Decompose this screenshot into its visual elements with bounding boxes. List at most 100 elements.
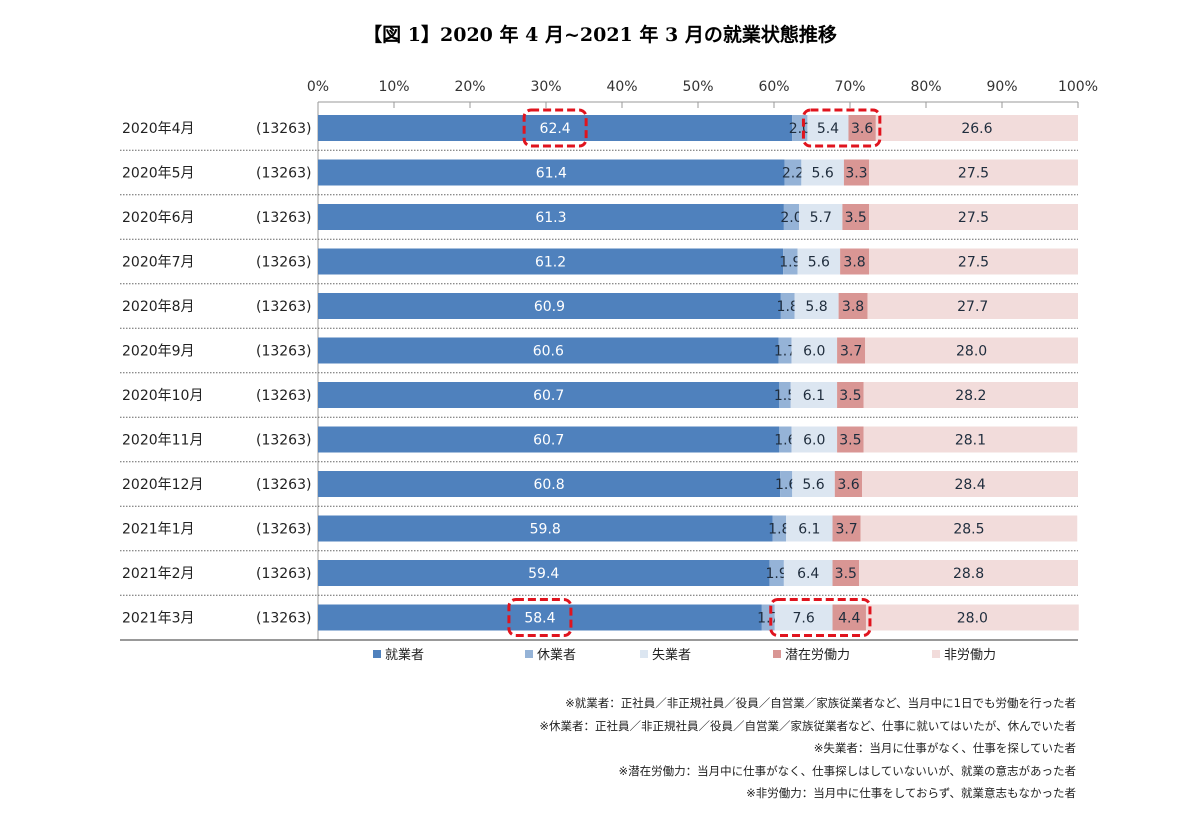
data-label: 28.5 — [953, 522, 984, 538]
data-label: 27.5 — [958, 166, 989, 182]
x-tick-label: 10% — [378, 79, 409, 95]
bar-segment — [799, 204, 843, 230]
bar-segment — [843, 159, 869, 186]
data-label: 28.1 — [955, 433, 986, 449]
bar-segment — [837, 426, 864, 453]
data-label: 3.7 — [840, 344, 862, 360]
category-label: 2020年8月 — [122, 299, 195, 315]
bar-segment — [769, 560, 784, 586]
bar-segment — [318, 115, 793, 141]
data-label: 58.4 — [524, 611, 555, 627]
data-label: 3.5 — [835, 566, 857, 582]
legend-label: 潜在労働力 — [785, 648, 850, 663]
data-label: 28.2 — [955, 388, 986, 404]
data-label: 1.7 — [774, 344, 796, 360]
data-label: 60.7 — [533, 388, 564, 404]
bar-segment — [780, 471, 793, 497]
legend-label: 就業者 — [385, 647, 424, 663]
data-label: 27.5 — [958, 210, 989, 226]
bar-segment — [869, 159, 1078, 186]
data-label: 7.6 — [793, 611, 815, 627]
bar-segment — [318, 382, 780, 408]
bar-segment — [837, 382, 864, 408]
bar-segment — [832, 515, 861, 542]
data-label: 60.8 — [533, 477, 564, 493]
footnote: ※潜在労働力：当月中に仕事がなく、仕事探しはしていないいが、就業の意志があった者 — [618, 763, 1076, 778]
data-label: 2.2 — [782, 166, 804, 182]
data-label: 61.3 — [535, 210, 566, 226]
bar-segment — [848, 115, 876, 141]
category-label: 2020年7月 — [122, 255, 195, 271]
bar-segment — [779, 426, 792, 453]
data-label: 27.7 — [957, 299, 988, 315]
category-label: 2021年1月 — [122, 522, 195, 538]
legend-label: 非労働力 — [944, 648, 996, 663]
data-label: 6.0 — [803, 433, 825, 449]
data-label: 6.4 — [797, 566, 819, 582]
bar-segment — [318, 560, 770, 586]
bar-segment — [772, 515, 787, 542]
footnote: ※失業者：当月に仕事がなく、仕事を探していた者 — [813, 741, 1076, 755]
bar-segment — [859, 560, 1078, 586]
bar-segment — [794, 293, 839, 319]
sample-size-label: (13263) — [256, 299, 311, 315]
data-label: 28.0 — [957, 611, 988, 627]
data-label: 3.5 — [839, 433, 861, 449]
data-label: 6.0 — [803, 344, 825, 360]
data-label: 1.8 — [768, 522, 790, 538]
category-label: 2021年3月 — [122, 611, 195, 627]
x-axis: 0% 10% 20% 30% 40% 50% 60% 70% 80% 90% 100% — [307, 79, 1098, 640]
x-tick-label: 80% — [910, 79, 941, 95]
bar-segment — [865, 604, 1079, 631]
category-label: 2020年4月 — [122, 121, 195, 137]
bar-segment — [834, 471, 863, 497]
data-label: 3.8 — [842, 299, 864, 315]
x-tick-label: 90% — [986, 79, 1017, 95]
sample-size-label: (13263) — [256, 477, 311, 493]
sample-size-label: (13263) — [256, 566, 311, 582]
bar-segment — [318, 515, 773, 542]
data-label: 1.9 — [766, 566, 788, 582]
data-label: 28.0 — [956, 344, 987, 360]
highlight-box — [507, 598, 573, 637]
data-label: 2.0 — [789, 121, 811, 137]
bar-segment — [801, 159, 844, 186]
data-label: 27.5 — [958, 255, 989, 271]
data-label: 5.6 — [812, 166, 834, 182]
data-label: 1.8 — [777, 299, 799, 315]
bar-segment — [865, 337, 1078, 364]
legend-label: 失業者 — [652, 647, 691, 663]
data-label: 5.6 — [808, 255, 830, 271]
highlight-box — [522, 108, 588, 148]
bar-segment — [778, 337, 792, 364]
x-tick-label: 100% — [1058, 79, 1098, 95]
category-label: 2020年12月 — [122, 477, 203, 493]
bar-segment — [869, 204, 1078, 230]
bar-segment — [318, 471, 781, 497]
data-label: 5.8 — [805, 299, 827, 315]
highlight-box — [801, 108, 882, 148]
bar-segment — [318, 426, 780, 453]
bar-segment — [807, 115, 849, 141]
data-label: 3.6 — [851, 121, 873, 137]
data-label: 1.6 — [775, 477, 797, 493]
bar-segment — [840, 248, 869, 275]
sample-size-label: (13263) — [256, 121, 311, 137]
legend-swatch — [773, 650, 781, 658]
sample-size-label: (13263) — [256, 166, 311, 182]
category-label: 2020年9月 — [122, 344, 195, 360]
data-label: 4.4 — [838, 611, 860, 627]
data-label: 5.6 — [802, 477, 824, 493]
data-label: 1.9 — [779, 255, 801, 271]
data-label: 3.8 — [843, 255, 865, 271]
sample-size-label: (13263) — [256, 344, 311, 360]
bar-segment — [318, 159, 785, 186]
bar-segment — [791, 426, 838, 453]
bar-segment — [783, 560, 833, 586]
highlight-box — [769, 598, 872, 637]
legend-swatch — [525, 650, 533, 658]
legend: 就業者 休業者 失業者 潜在労働力 非労働力 — [373, 647, 996, 663]
sample-size-label: (13263) — [256, 210, 311, 226]
bar-segment — [783, 204, 800, 230]
footnote: ※休業者：正社員／非正規社員／役員／自営業／家族従業者など、仕事に就いてはいたが… — [539, 718, 1076, 733]
